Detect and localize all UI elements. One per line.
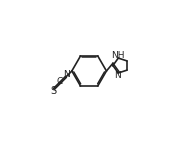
Text: N: N [114,71,121,80]
Text: NH: NH [112,51,125,60]
Text: S: S [51,86,57,96]
Text: C: C [56,77,63,86]
Text: N: N [63,70,70,79]
